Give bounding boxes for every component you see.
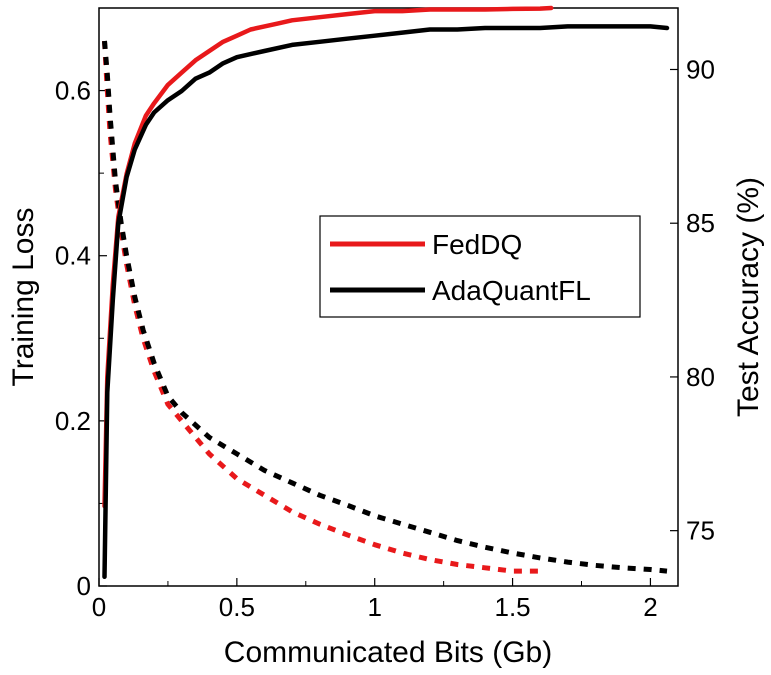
- x-tick-label: 1: [367, 592, 381, 622]
- series-layer: [102, 5, 670, 580]
- x-tick-label: 0: [92, 592, 106, 622]
- legend-box: [319, 215, 641, 318]
- x-axis-title: Communicated Bits (Gb): [224, 636, 552, 669]
- y-left-tick-label: 0.6: [55, 76, 91, 106]
- y-left-axis-title: Training Loss: [7, 208, 40, 387]
- plot-frame: [98, 7, 679, 587]
- y-right-axis: 75 80 85 90: [670, 54, 715, 546]
- y-left-tick-label: 0: [77, 571, 91, 601]
- x-axis: 0 0.5 1 1.5 2: [92, 578, 658, 622]
- y-right-tick-label: 90: [686, 54, 715, 84]
- y-left-axis: 0 0.2 0.4 0.6: [55, 76, 107, 601]
- x-tick-label: 1.5: [494, 592, 530, 622]
- legend: FedDQ AdaQuantFL: [319, 215, 641, 318]
- y-right-axis-title: Test Accuracy (%): [732, 177, 765, 417]
- y-right-tick-label: 75: [686, 516, 715, 546]
- y-left-tick-label: 0.2: [55, 406, 91, 436]
- series-adaquantfl-loss: [102, 40, 668, 574]
- legend-label-adaquantfl: AdaQuantFL: [432, 275, 591, 306]
- x-tick-label: 2: [643, 592, 657, 622]
- y-right-tick-label: 85: [686, 208, 715, 238]
- legend-label-feddq: FedDQ: [432, 229, 522, 260]
- y-left-tick-label: 0.4: [55, 241, 91, 271]
- series-adaquantfl-accuracy: [102, 24, 670, 580]
- x-tick-label: 0.5: [219, 592, 255, 622]
- y-right-tick-label: 80: [686, 362, 715, 392]
